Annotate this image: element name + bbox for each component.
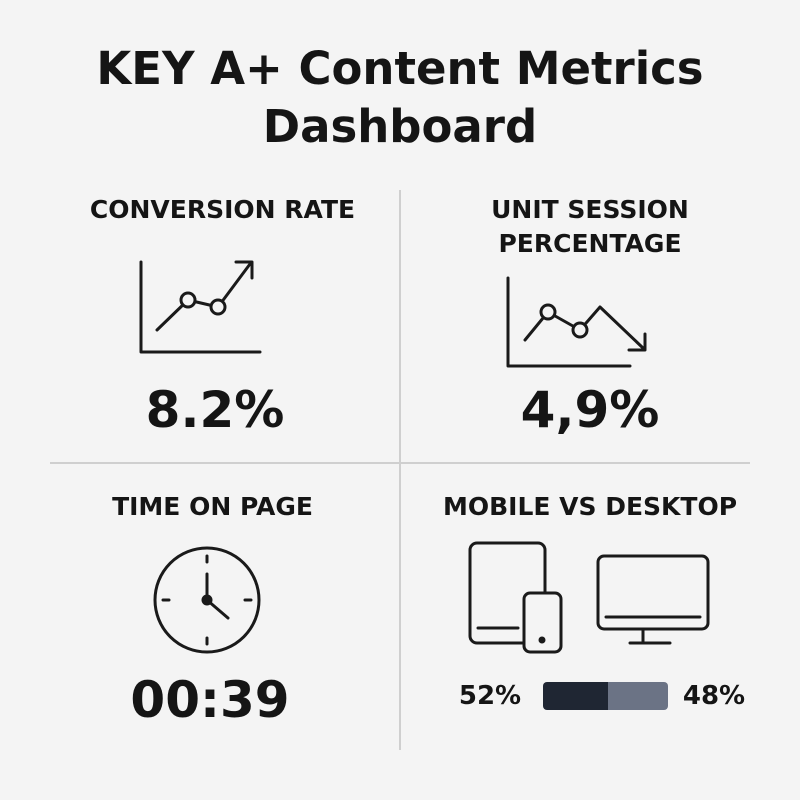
split-label: 52% xyxy=(458,681,522,711)
card-label: UNIT SESSION PERCENTAGE xyxy=(491,195,689,258)
card-label: CONVERSION RATE xyxy=(89,195,356,224)
trend-up-icon xyxy=(139,260,262,354)
title: KEY A+ Content Metrics Dashboard xyxy=(96,42,704,153)
card-label: TIME ON PAGE xyxy=(112,492,313,521)
split-bar xyxy=(543,682,668,710)
trend-down-icon xyxy=(506,276,647,368)
card-value: 8.2% xyxy=(145,381,285,439)
devices-icon xyxy=(468,541,710,654)
card-label: MOBILE VS DESKTOP xyxy=(442,492,738,521)
split-label: 48% xyxy=(682,681,746,711)
bar-segment xyxy=(543,682,608,710)
bar-segment xyxy=(608,682,668,710)
card-value: 00:39 xyxy=(130,671,290,729)
card-value: 4,9% xyxy=(520,381,660,439)
clock-icon xyxy=(153,546,261,654)
